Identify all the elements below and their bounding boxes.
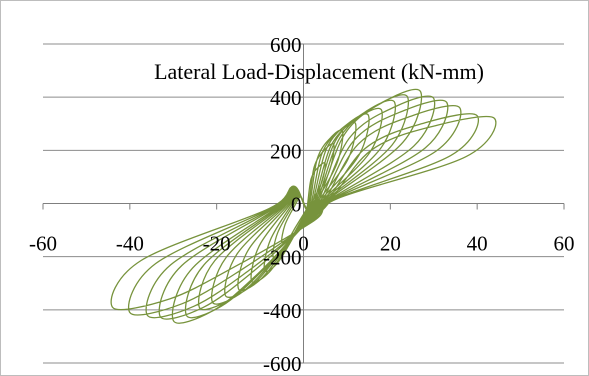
y-tick-label: -400 bbox=[263, 299, 302, 323]
x-tick-labels: -60 -40 -20 0 20 40 60 bbox=[29, 232, 575, 256]
y-tick-label: 200 bbox=[270, 139, 302, 163]
x-tick-label: -40 bbox=[116, 232, 144, 256]
y-tick-label: 0 bbox=[291, 193, 302, 217]
x-tick-label: 40 bbox=[467, 232, 488, 256]
load-displacement-curve bbox=[110, 88, 497, 324]
x-tick-label: 20 bbox=[380, 232, 401, 256]
y-tick-label: -600 bbox=[263, 352, 302, 375]
y-tick-label: -200 bbox=[263, 246, 302, 270]
hysteresis-series bbox=[110, 88, 497, 324]
x-tick-label: -20 bbox=[203, 232, 231, 256]
y-tick-label: 600 bbox=[270, 33, 302, 57]
x-tick-label: 60 bbox=[554, 232, 575, 256]
x-tick-label: 0 bbox=[298, 232, 309, 256]
chart-title: Lateral Load-Displacement (kN-mm) bbox=[154, 59, 484, 84]
y-tick-label: 400 bbox=[270, 86, 302, 110]
y-tick-labels: 600 400 200 0 -200 -400 -600 bbox=[263, 33, 302, 375]
x-tick-label: -60 bbox=[29, 232, 57, 256]
